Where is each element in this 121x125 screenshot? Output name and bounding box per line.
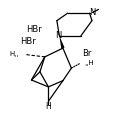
Text: N: N — [56, 30, 62, 40]
Text: HBr: HBr — [21, 37, 36, 46]
Text: N: N — [89, 8, 96, 17]
Text: ,,H: ,,H — [84, 60, 94, 66]
Polygon shape — [59, 36, 64, 49]
Text: HBr: HBr — [27, 26, 42, 35]
Text: Br: Br — [82, 49, 92, 58]
Text: H: H — [45, 102, 51, 111]
Text: H,,: H,, — [9, 51, 19, 57]
